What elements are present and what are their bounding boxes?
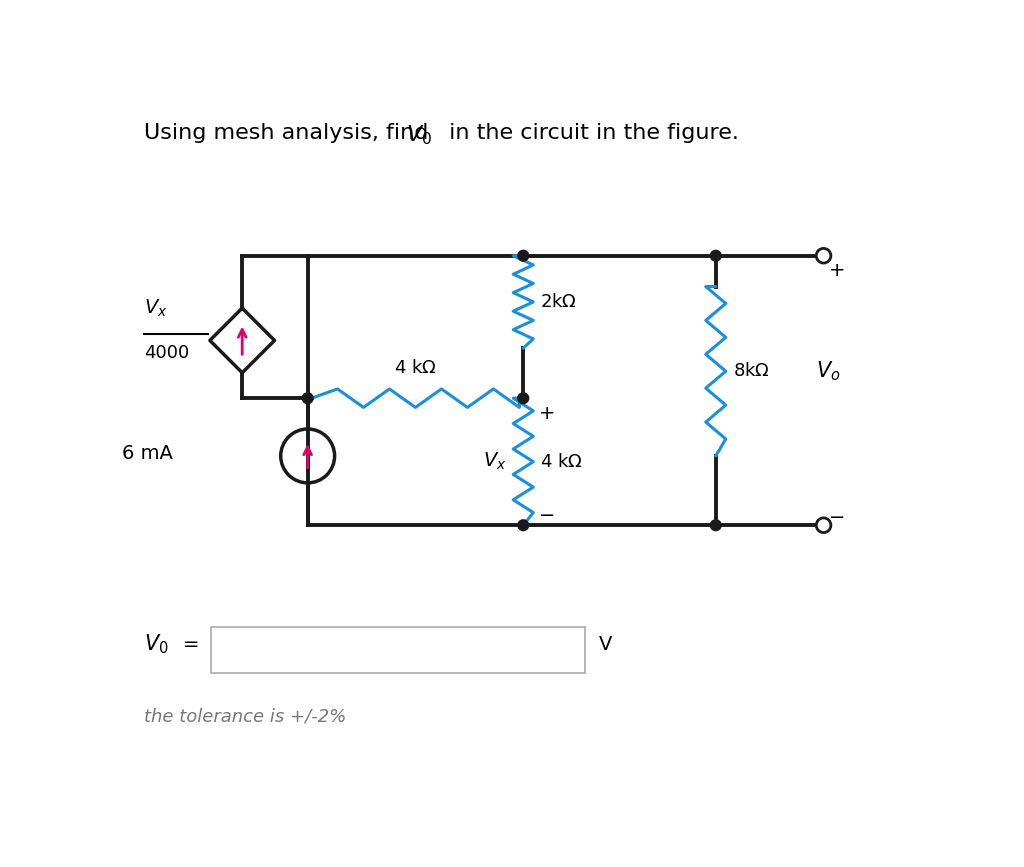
Text: −: − [829,508,846,527]
Text: $V_o$: $V_o$ [816,360,841,383]
Circle shape [816,249,830,263]
FancyBboxPatch shape [211,627,585,673]
Text: +: + [829,261,846,280]
Circle shape [711,520,721,531]
Text: the tolerance is +/-2%: the tolerance is +/-2% [144,707,347,725]
Text: V: V [599,636,612,654]
Text: 4 k$\Omega$: 4 k$\Omega$ [541,453,583,471]
Text: $V_0$: $V_0$ [144,633,169,656]
Text: $V_x$: $V_x$ [144,297,168,319]
Text: 4000: 4000 [144,344,189,362]
Text: 2k$\Omega$: 2k$\Omega$ [541,293,578,311]
Circle shape [518,393,528,403]
Text: $V_0$: $V_0$ [407,123,432,147]
Circle shape [518,520,528,531]
Circle shape [302,393,313,403]
Text: 6 mA: 6 mA [122,444,173,463]
Text: 8k$\Omega$: 8k$\Omega$ [733,362,770,381]
Text: =: = [183,636,200,654]
Text: +: + [539,404,555,423]
Text: $V_x$: $V_x$ [482,451,506,473]
Circle shape [518,251,528,261]
Text: Using mesh analysis, find: Using mesh analysis, find [144,123,436,143]
Text: in the circuit in the figure.: in the circuit in the figure. [442,123,739,143]
Text: −: − [539,506,555,525]
Circle shape [816,518,830,532]
Circle shape [711,251,721,261]
Text: 4 k$\Omega$: 4 k$\Omega$ [394,359,437,376]
